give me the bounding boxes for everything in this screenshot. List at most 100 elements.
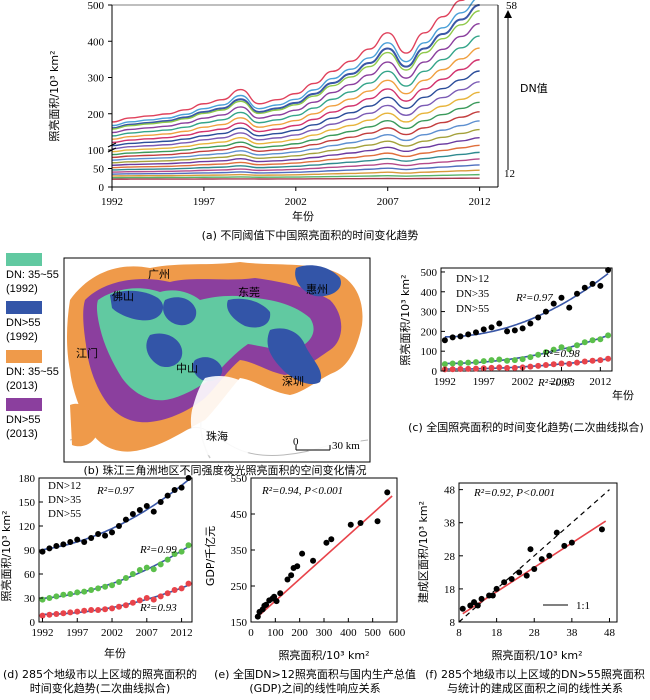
panel-a-series-line [111, 35, 480, 137]
panel-d-y-tick-label: 60 [24, 569, 36, 581]
panel-c-plot: 1992 1997 2002 2007 2012 0 100 200 300 400 500 [421, 267, 612, 388]
scale-zero: 0 [293, 436, 299, 448]
panel-d-point-DN>35 [129, 571, 136, 577]
panel-e-y-tick-label: 350 [231, 545, 248, 557]
panel-c-point-DN>55 [449, 366, 456, 373]
panel-c-point-DN>55 [574, 359, 581, 366]
panel-f-point [523, 572, 530, 579]
panel-f-y-tick-label: 38 [444, 518, 456, 530]
panel-a-series-line [111, 91, 480, 153]
panel-e-point [277, 590, 284, 597]
panel-c-r2-dn35: R²=0.98 [542, 348, 580, 360]
panel-c-point-DN>55 [542, 362, 549, 369]
panel-c-point-DN>35 [441, 361, 448, 368]
panel-f: 8 18 28 38 48 8 18 28 38 48 建成区面积/10³ km² 照亮面积/10… [416, 482, 618, 662]
city-zhongshan: 中山 [176, 362, 198, 375]
panel-f-caption: (f) 285个地级市以上区域的DN>55照亮面积与统计的建成区面积之间的线性关… [425, 668, 645, 695]
panel-d-point-DN>55 [88, 607, 95, 613]
panel-c-point-DN>55 [465, 365, 472, 372]
panel-c-y-tick-label: 0 [432, 366, 438, 378]
city-zhuhai: 珠海 [206, 429, 228, 443]
panel-c-point-DN>12 [519, 325, 526, 332]
panel-d-point-DN>12 [150, 508, 157, 515]
panel-c-point-DN>35 [488, 357, 495, 364]
panel-b-map: 广州 佛山 东莞 惠州 江门 中山 深圳 珠海 0 30 km [63, 257, 371, 463]
panel-d-point-DN>12 [143, 503, 150, 509]
panel-e-point [294, 563, 301, 570]
panel-e-y-label: GDP/千亿元 [204, 526, 217, 586]
panel-c-point-DN>12 [542, 308, 549, 315]
panel-f-plot: 8 18 28 38 48 8 18 28 38 48 [444, 485, 615, 639]
panel-e: 0 100 200 300 400 500 600 150 250 350 450 550 GDP/千… [204, 473, 406, 662]
estuary-water [190, 375, 267, 459]
panel-c: 1992 1997 2002 2007 2012 0 100 200 300 400 500 照亮面… [398, 267, 634, 402]
panel-d-point-DN>35 [67, 591, 74, 597]
panel-d-point-DN>35 [164, 556, 171, 563]
panel-a-series-lines [111, 0, 480, 180]
panel-a-series-line [111, 0, 476, 127]
panel-f-point [561, 542, 568, 549]
panel-f-point [489, 592, 496, 599]
panel-c-point-DN>35 [465, 359, 472, 366]
panel-d-r2-dn12: R²=0.97 [96, 485, 134, 497]
panel-d-point-DN>55 [171, 587, 178, 593]
panel-a-series-line [111, 173, 480, 179]
panel-e-x-tick-label: 300 [316, 627, 333, 639]
legend-swatch-dn35-55-1992 [6, 253, 42, 266]
panel-a-series-line [111, 164, 480, 175]
panel-d-x-label: 年份 [104, 646, 126, 660]
panel-e-point [273, 598, 280, 605]
panel-f-stat: R²=0.92, P<0.001 [473, 487, 555, 499]
panel-a-series-line [111, 151, 480, 171]
panel-d-legend-dn12: DN>12 [48, 480, 81, 492]
panel-c-point-DN>55 [581, 358, 588, 365]
panel-c-point-DN>55 [504, 365, 511, 372]
panel-f-y-tick-label: 28 [444, 551, 456, 563]
panel-d-point-DN>12 [115, 523, 122, 529]
panel-f-frame [458, 482, 618, 623]
panel-c-point-DN>12 [558, 294, 565, 301]
panel-e-point [323, 539, 330, 546]
panel-a-series-line [111, 59, 480, 144]
panel-f-x-tick-label: 38 [566, 627, 578, 639]
panel-a-y-tick-label: 500 [88, 0, 105, 12]
panel-e-point [299, 550, 306, 557]
panel-d-point-DN>55 [53, 611, 60, 617]
panel-a-y-label: 照亮面积/10³ km² [47, 50, 61, 141]
panel-c-point-DN>12 [511, 327, 518, 334]
panel-d-point-DN>55 [102, 606, 109, 613]
panel-a-x-tick-label: 2002 [285, 196, 307, 208]
panel-d-point-DN>55 [67, 609, 74, 616]
panel-f-y-tick-label: 48 [444, 485, 456, 497]
panel-d-point-DN>12 [178, 484, 185, 491]
panel-d-point-DN>55 [81, 607, 88, 614]
panel-d-point-DN>55 [109, 605, 116, 612]
panel-e-point [263, 601, 270, 608]
panel-c-point-DN>55 [597, 357, 604, 364]
panel-c-point-DN>12 [566, 304, 573, 311]
panel-c-point-DN>35 [581, 339, 588, 346]
panel-e-point [347, 521, 354, 528]
panel-d-point-DN>12 [136, 507, 143, 513]
panel-e-x-tick-label: 400 [340, 627, 357, 639]
panel-c-x-label: 年份 [612, 388, 634, 402]
panel-f-point [538, 556, 545, 563]
panel-e-x-tick-label: 500 [364, 627, 381, 639]
panel-d-point-DN>12 [157, 499, 164, 505]
panel-e-point [328, 536, 335, 543]
panel-d-point-DN>12 [67, 539, 74, 545]
panel-f-x-tick-label: 48 [604, 627, 616, 639]
panel-d-fit-DN>12 [42, 479, 190, 551]
panel-c-point-DN>12 [550, 300, 557, 307]
panel-a-ticks: 1992 1997 2002 2007 2012 0 50 100 200 300 400 500 [88, 0, 491, 208]
panel-d-point-DN>55 [115, 603, 122, 610]
dn-top-label: 58 [506, 0, 518, 12]
panel-c-point-DN>12 [480, 326, 487, 333]
panel-a-series-line [111, 4, 480, 130]
panel-c-point-DN>35 [597, 336, 604, 343]
panel-f-point [459, 605, 466, 612]
panel-f-point [546, 552, 553, 559]
panel-a-series-line [111, 47, 480, 140]
panel-a-series-line [111, 144, 480, 169]
